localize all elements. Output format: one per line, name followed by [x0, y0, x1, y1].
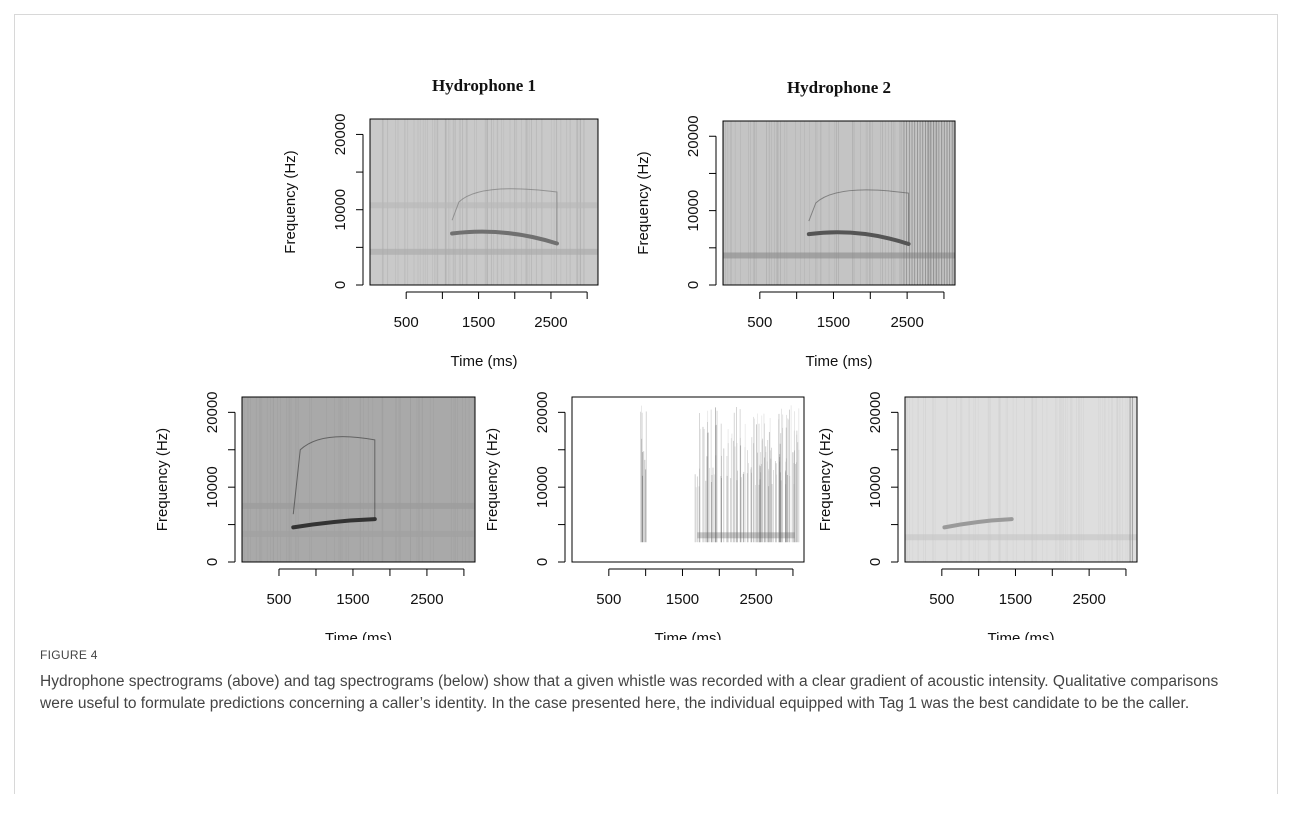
- x-tick-label: 1500: [336, 591, 369, 608]
- x-axis-title: Time (ms): [325, 630, 392, 640]
- y-tick-label: 20000: [204, 391, 221, 433]
- x-tick-label: 2500: [534, 314, 567, 331]
- plot-border: [904, 396, 1138, 563]
- panel: 500 1500 2500 Time (ms) 0 10000 20000 Frequency…: [635, 78, 956, 370]
- spectrogram-texture: [242, 530, 475, 537]
- plot-border: [369, 118, 599, 286]
- plot-border: [241, 396, 476, 563]
- spectrogram-texture: [697, 532, 795, 539]
- x-tick-label: 500: [747, 314, 772, 331]
- y-tick-label: 20000: [534, 391, 551, 433]
- y-tick-label: 10000: [685, 190, 702, 232]
- x-axis-title: Time (ms): [451, 353, 518, 370]
- spectrogram-texture: [242, 502, 475, 509]
- plot-border: [571, 396, 805, 563]
- caption-text: Hydrophone spectrograms (above) and tag …: [40, 673, 1219, 712]
- x-tick-label: 2500: [890, 314, 923, 331]
- panel: 500 1500 2500 Time (ms) 0 10000 20000 Frequency…: [282, 76, 599, 370]
- y-tick-label: 10000: [204, 466, 221, 508]
- y-tick-label: 10000: [867, 466, 884, 508]
- whistle-contour: [806, 230, 911, 246]
- y-tick-label: 0: [332, 281, 349, 289]
- figure-plots: 500 1500 2500 Time (ms) 0 10000 20000 Frequency…: [154, 76, 1138, 640]
- whistle-contour: [942, 517, 1014, 530]
- y-tick-label: 10000: [534, 466, 551, 508]
- spectrogram-image: [572, 397, 804, 562]
- y-axis-title: Frequency (Hz): [635, 151, 652, 254]
- x-tick-label: 500: [596, 591, 621, 608]
- y-axis-title: Frequency (Hz): [154, 428, 171, 531]
- y-axis-title: Frequency (Hz): [484, 428, 501, 531]
- y-tick-label: 10000: [332, 189, 349, 231]
- spectrogram-texture: [370, 248, 598, 255]
- whistle-harmonic: [292, 436, 376, 520]
- y-axis-title: Frequency (Hz): [282, 150, 299, 253]
- y-tick-label: 0: [867, 558, 884, 566]
- x-axis-title: Time (ms): [655, 630, 722, 640]
- y-tick-label: 20000: [332, 114, 349, 156]
- y-tick-label: 20000: [867, 391, 884, 433]
- x-tick-label: 500: [394, 314, 419, 331]
- spectrogram-image: [242, 397, 475, 562]
- x-tick-label: 1500: [817, 314, 850, 331]
- panel: 500 1500 2500 Time (ms) 0 10000 20000 Frequency…: [154, 391, 476, 640]
- y-tick-label: 20000: [685, 115, 702, 157]
- y-tick-label: 0: [204, 558, 221, 566]
- spectrogram-texture: [905, 534, 1137, 541]
- x-axis-title: Time (ms): [806, 353, 873, 370]
- x-tick-label: 2500: [1072, 591, 1105, 608]
- whistle-harmonic: [808, 189, 910, 244]
- whistle-contour: [291, 517, 377, 530]
- whistle-harmonic: [451, 188, 558, 244]
- x-tick-label: 1500: [999, 591, 1032, 608]
- spectrogram-image: [370, 119, 598, 285]
- whistle-contour: [450, 229, 559, 246]
- x-tick-label: 500: [929, 591, 954, 608]
- caption: FIGURE 4 Hydrophone spectrograms (above)…: [40, 648, 1255, 715]
- spectrogram-texture: [723, 252, 955, 259]
- panel-title: Hydrophone 2: [787, 78, 891, 97]
- x-axis-title: Time (ms): [988, 630, 1055, 640]
- panel: 500 1500 2500 Time (ms) 0 10000 20000 Frequency…: [817, 391, 1138, 640]
- plot-border: [722, 120, 956, 286]
- spectrogram-texture: [370, 202, 598, 209]
- x-tick-label: 500: [266, 591, 291, 608]
- x-tick-label: 1500: [462, 314, 495, 331]
- x-tick-label: 2500: [410, 591, 443, 608]
- x-tick-label: 2500: [739, 591, 772, 608]
- figure-frame: [14, 14, 1278, 794]
- figure-label: FIGURE 4: [40, 648, 98, 662]
- y-tick-label: 0: [534, 558, 551, 566]
- x-tick-label: 1500: [666, 591, 699, 608]
- y-axis-title: Frequency (Hz): [817, 428, 834, 531]
- panel: 500 1500 2500 Time (ms) 0 10000 20000 Frequency…: [484, 391, 805, 640]
- y-tick-label: 0: [685, 281, 702, 289]
- panel-title: Hydrophone 1: [432, 76, 536, 95]
